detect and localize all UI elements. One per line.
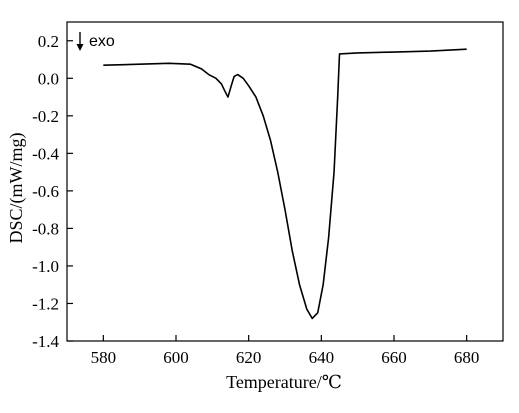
- x-tick-label: 680: [454, 348, 480, 367]
- exo-label: exo: [89, 33, 115, 50]
- x-tick-label: 660: [381, 348, 407, 367]
- x-axis-ticks: 580 600 620 640 660 680: [91, 335, 480, 367]
- x-tick-label: 620: [236, 348, 262, 367]
- plot-frame: [66, 21, 504, 342]
- y-tick-label: -0.2: [32, 107, 59, 126]
- x-axis-label: Temperature/℃: [226, 372, 342, 392]
- y-tick-label: -1.2: [32, 294, 59, 313]
- y-tick-label: -0.4: [32, 144, 59, 163]
- x-tick-label: 600: [163, 348, 189, 367]
- dsc-curve: [103, 48, 467, 320]
- exo-arrow-head: [76, 44, 84, 51]
- y-axis-ticks: 0.2 0.0 -0.2 -0.4 -0.6 -0.8 -1.0 -1.2 -1.4: [32, 32, 73, 351]
- y-tick-label: -0.6: [32, 182, 59, 201]
- exo-annotation: exo: [76, 32, 115, 51]
- y-tick-label: 0.0: [38, 69, 59, 88]
- y-tick-label: 0.2: [38, 32, 59, 51]
- y-tick-label: -1.0: [32, 257, 59, 276]
- x-tick-label: 640: [309, 348, 335, 367]
- y-tick-label: -0.8: [32, 219, 59, 238]
- x-tick-label: 580: [91, 348, 117, 367]
- y-tick-label: -1.4: [32, 332, 59, 351]
- y-axis-label: DSC/(mW/mg): [6, 132, 27, 243]
